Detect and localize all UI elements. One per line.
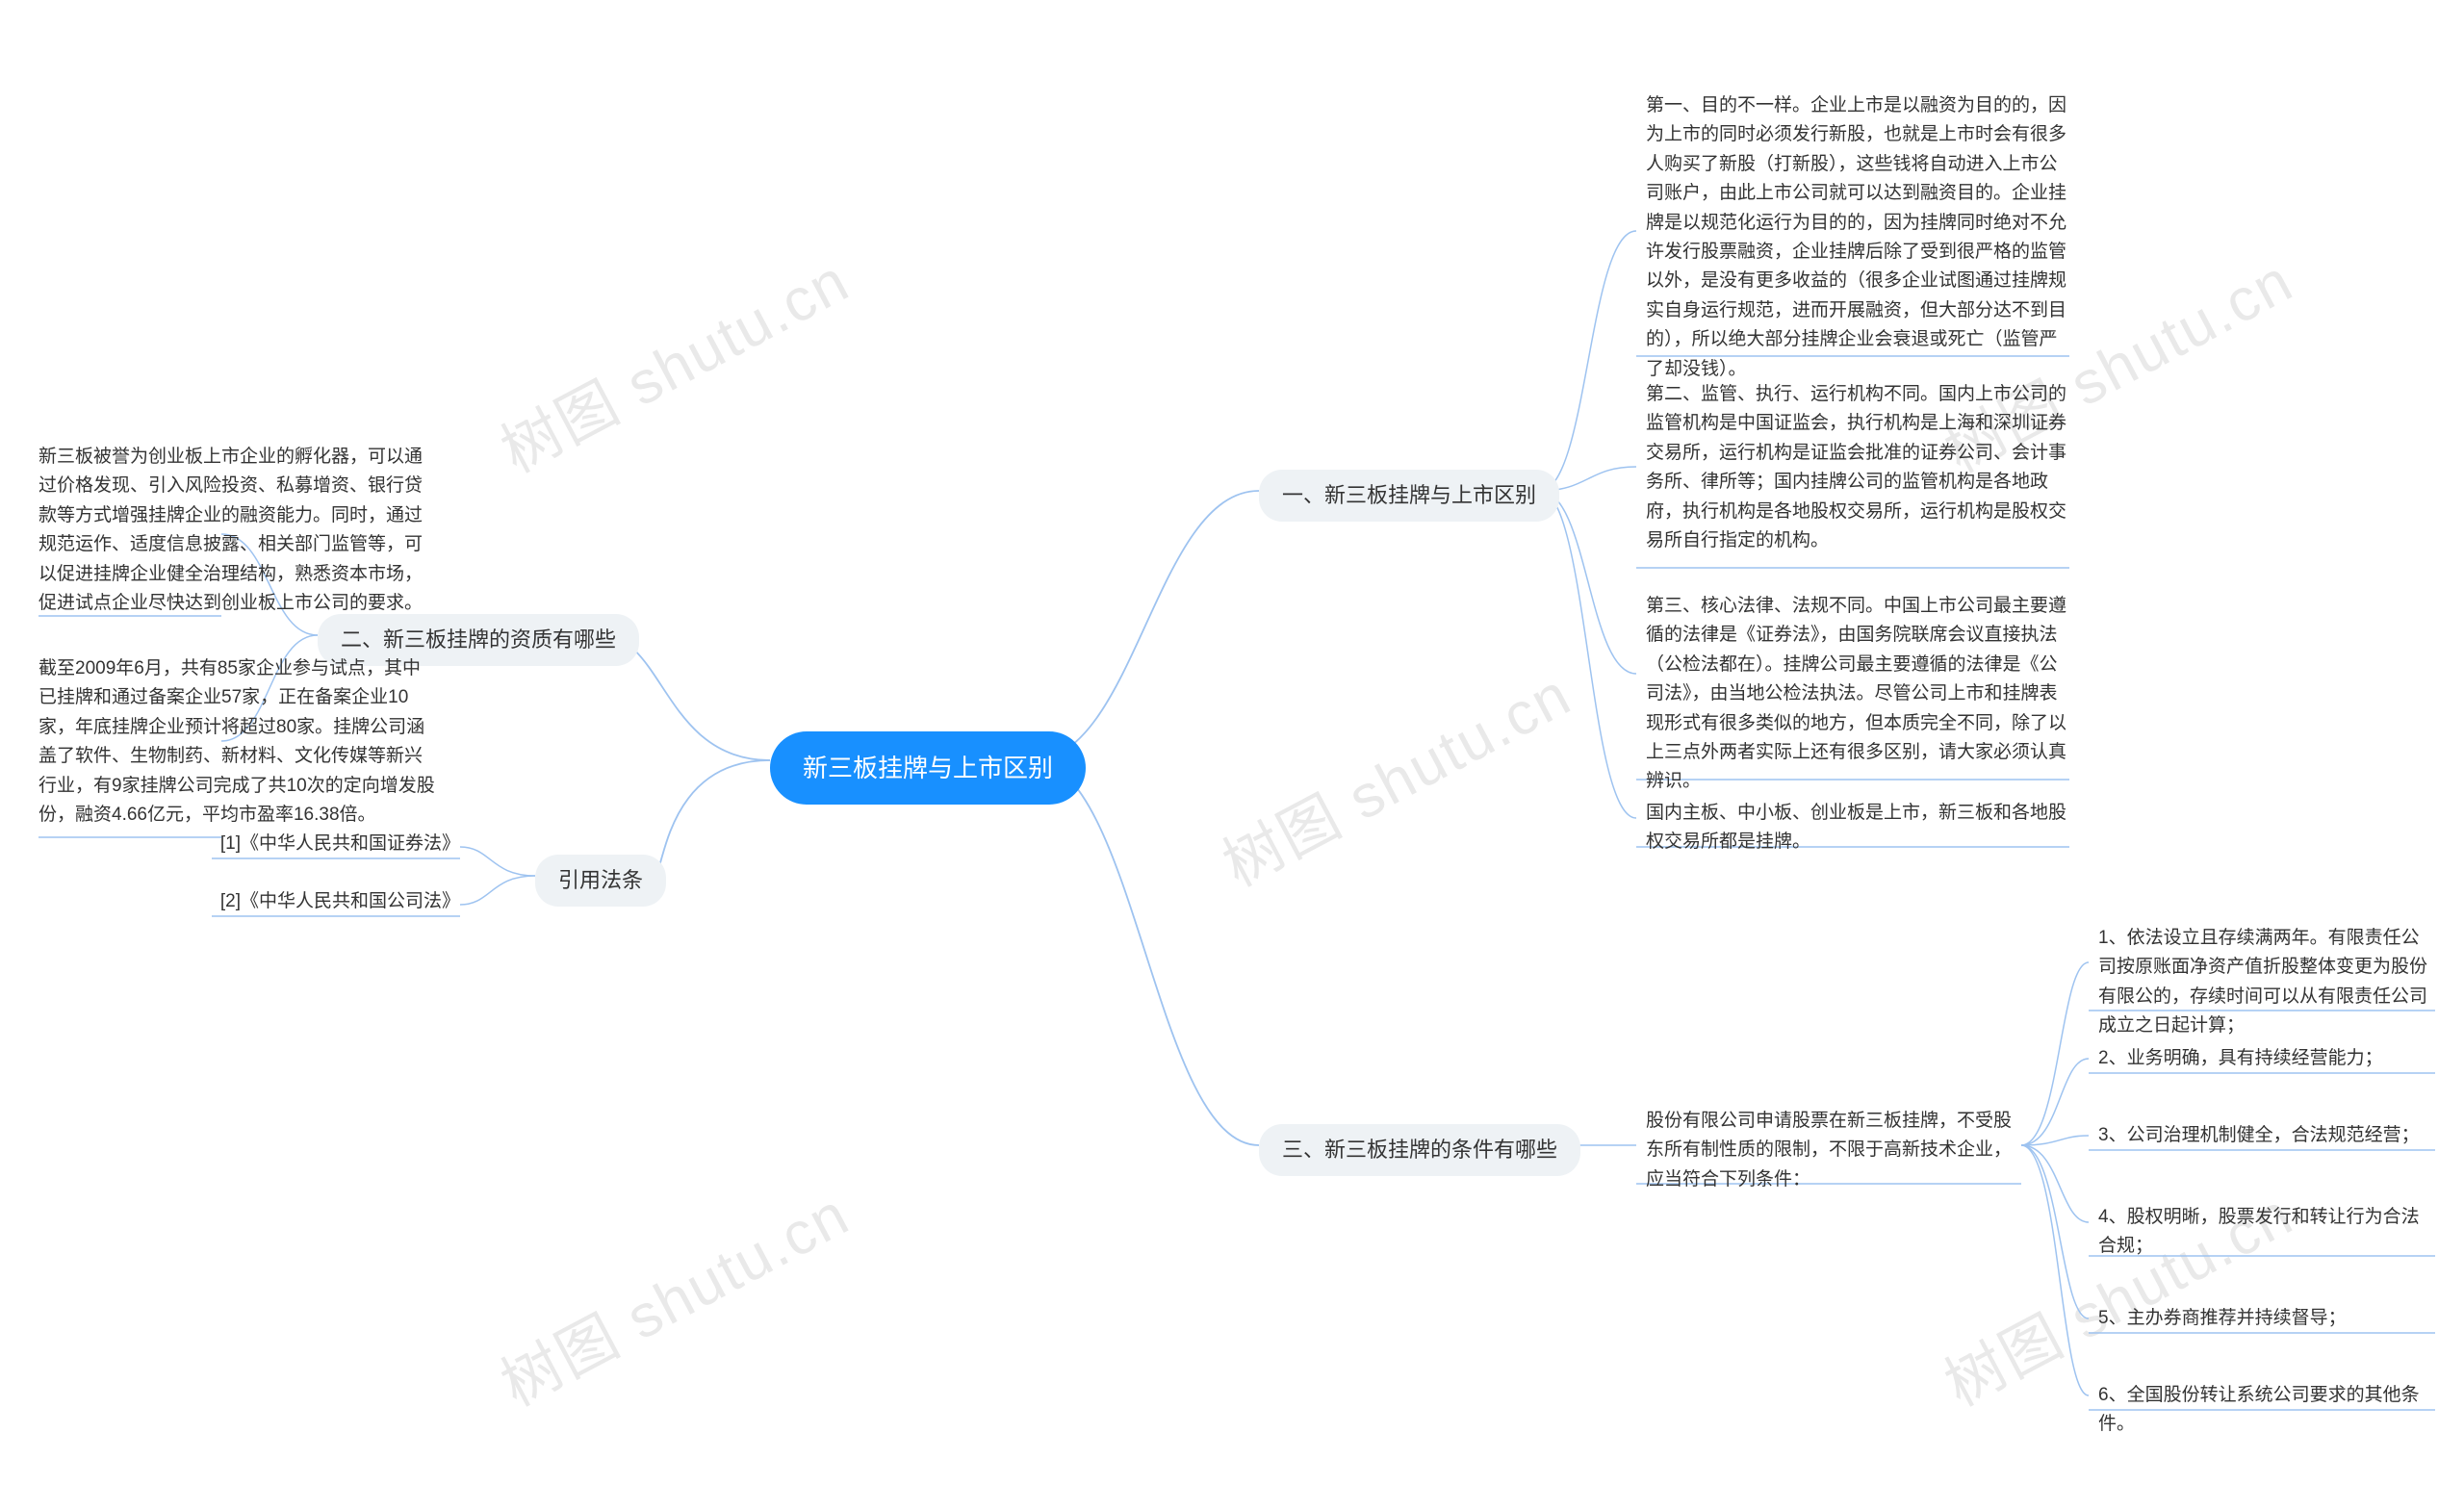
leaf-b4-2: [2]《中华人民共和国公司法》 (212, 887, 460, 916)
mindmap-canvas: 树图 shutu.cn 树图 shutu.cn 树图 shutu.cn 树图 s… (0, 0, 2464, 1510)
watermark: 树图 shutu.cn (1205, 647, 1583, 903)
branch-3[interactable]: 三、新三板挂牌的条件有哪些 (1259, 1124, 1580, 1176)
leaf-b1-2: 第二、监管、执行、运行机构不同。国内上市公司的监管机构是中国证监会，执行机构是上… (1646, 380, 2069, 555)
leaf-b1-4: 国内主板、中小板、创业板是上市，新三板和各地股权交易所都是挂牌。 (1646, 799, 2069, 857)
leaf-b3-5: 5、主办券商推荐并持续督导； (2098, 1304, 2435, 1333)
leaf-b3-2: 2、业务明确，具有持续经营能力； (2098, 1044, 2435, 1073)
branch-4[interactable]: 引用法条 (535, 855, 666, 907)
leaf-b3-1: 1、依法设立且存续满两年。有限责任公司按原账面净资产值折股整体变更为股份有限公的… (2098, 924, 2435, 1041)
watermark: 树图 shutu.cn (483, 1166, 861, 1422)
leaf-b3-3: 3、公司治理机制健全，合法规范经营； (2098, 1121, 2435, 1150)
leaf-b3-intro: 股份有限公司申请股票在新三板挂牌，不受股东所有制性质的限制，不限于高新技术企业，… (1646, 1107, 2012, 1194)
leaf-b1-1: 第一、目的不一样。企业上市是以融资为目的的，因为上市的同时必须发行新股，也就是上… (1646, 91, 2069, 384)
root-node[interactable]: 新三板挂牌与上市区别 (770, 731, 1086, 805)
leaf-b1-3: 第三、核心法律、法规不同。中国上市公司最主要遵循的法律是《证券法》，由国务院联席… (1646, 592, 2069, 797)
branch-1[interactable]: 一、新三板挂牌与上市区别 (1259, 470, 1559, 522)
leaf-b2-1: 新三板被誉为创业板上市企业的孵化器，可以通过价格发现、引入风险投资、私募增资、银… (38, 443, 438, 618)
leaf-b3-6: 6、全国股份转让系统公司要求的其他条件。 (2098, 1381, 2435, 1440)
leaf-b4-1: [1]《中华人民共和国证券法》 (212, 830, 460, 858)
leaf-b3-4: 4、股权明晰，股票发行和转让行为合法合规； (2098, 1203, 2435, 1262)
leaf-b2-2: 截至2009年6月，共有85家企业参与试点，其中已挂牌和通过备案企业57家，正在… (38, 654, 438, 830)
watermark: 树图 shutu.cn (483, 233, 861, 489)
